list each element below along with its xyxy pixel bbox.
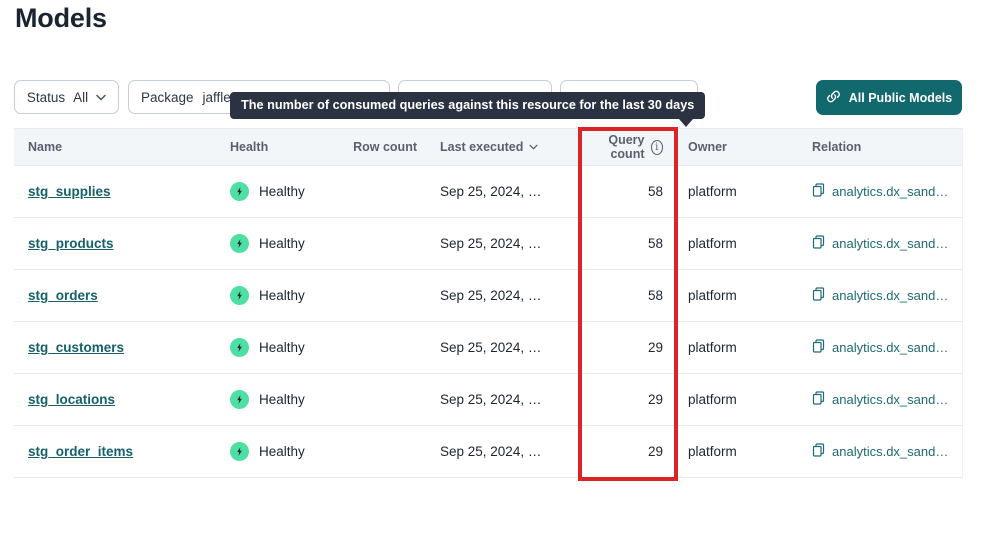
status-filter-label: Status [26,89,66,105]
last-executed-cell: Sep 25, 2024, … [440,392,542,407]
query-count-cell: 29 [647,444,663,459]
table-row: stg_locations Healthy Sep 25, 2024, … 29… [14,374,962,426]
health-label: Healthy [259,184,305,199]
link-icon [826,89,841,107]
model-name-link[interactable]: stg_order_items [28,444,134,459]
health-label: Healthy [259,288,305,303]
last-executed-cell: Sep 25, 2024, … [440,444,542,459]
table-row: stg_order_items Healthy Sep 25, 2024, … … [14,426,962,478]
health-label: Healthy [259,444,305,459]
header-row-count: Row count [353,140,417,154]
table-row: stg_customers Healthy Sep 25, 2024, … 29… [14,322,962,374]
healthy-status-icon [230,286,249,305]
owner-cell: platform [688,184,737,199]
owner-cell: platform [688,392,737,407]
last-executed-cell: Sep 25, 2024, … [440,184,542,199]
query-count-cell: 58 [647,236,663,251]
header-query-count: Query count i [578,133,678,161]
table-row: stg_supplies Healthy Sep 25, 2024, … 58 … [14,166,962,218]
models-table: Name Health Row count Last executed Quer… [14,128,963,478]
page-title: Models [15,3,107,33]
query-count-cell: 29 [647,392,663,407]
health-cell: Healthy [230,286,346,305]
document-copy-icon [812,235,825,252]
header-owner: Owner [688,140,727,154]
relation-link[interactable]: analytics.dx_sand… [812,235,962,252]
healthy-status-icon [230,182,249,201]
last-executed-cell: Sep 25, 2024, … [440,288,542,303]
owner-cell: platform [688,288,737,303]
document-copy-icon [812,339,825,356]
info-icon[interactable]: i [650,139,663,155]
health-cell: Healthy [230,234,346,253]
document-copy-icon [812,391,825,408]
health-cell: Healthy [230,182,346,201]
relation-link[interactable]: analytics.dx_sand… [812,183,962,200]
relation-label: analytics.dx_sand… [832,184,949,199]
query-count-cell: 58 [647,184,663,199]
status-filter[interactable]: Status All [14,80,119,114]
query-count-tooltip: The number of consumed queries against t… [230,92,706,127]
table-header-row: Name Health Row count Last executed Quer… [14,128,962,166]
query-count-cell: 29 [647,340,663,355]
status-filter-value: All [73,89,89,105]
health-label: Healthy [259,392,305,407]
chevron-down-icon [96,94,106,101]
health-label: Healthy [259,236,305,251]
query-count-cell: 58 [647,288,663,303]
owner-cell: platform [688,340,737,355]
relation-label: analytics.dx_sand… [832,236,949,251]
document-copy-icon [812,183,825,200]
relation-label: analytics.dx_sand… [832,444,949,459]
last-executed-cell: Sep 25, 2024, … [440,236,542,251]
package-filter-value: jaffle_ [202,89,239,105]
table-row: stg_orders Healthy Sep 25, 2024, … 58 pl… [14,270,962,322]
health-cell: Healthy [230,338,346,357]
last-executed-cell: Sep 25, 2024, … [440,340,542,355]
header-last-executed[interactable]: Last executed [417,140,578,154]
model-name-link[interactable]: stg_orders [28,288,98,303]
relation-link[interactable]: analytics.dx_sand… [812,443,962,460]
healthy-status-icon [230,442,249,461]
table-body: stg_supplies Healthy Sep 25, 2024, … 58 … [14,166,962,478]
relation-label: analytics.dx_sand… [832,288,949,303]
healthy-status-icon [230,390,249,409]
model-name-link[interactable]: stg_customers [28,340,125,355]
owner-cell: platform [688,444,737,459]
model-name-link[interactable]: stg_supplies [28,184,111,199]
model-name-link[interactable]: stg_products [28,236,114,251]
owner-cell: platform [688,236,737,251]
sort-chevron-icon [529,144,538,150]
health-cell: Healthy [230,390,346,409]
table-row: stg_products Healthy Sep 25, 2024, … 58 … [14,218,962,270]
header-health: Health [230,140,269,154]
tooltip-arrow [679,119,694,127]
relation-link[interactable]: analytics.dx_sand… [812,391,962,408]
health-cell: Healthy [230,442,346,461]
relation-link[interactable]: analytics.dx_sand… [812,287,962,304]
document-copy-icon [812,287,825,304]
tooltip-text: The number of consumed queries against t… [241,98,695,112]
relation-label: analytics.dx_sand… [832,340,949,355]
document-copy-icon [812,443,825,460]
relation-label: analytics.dx_sand… [832,392,949,407]
header-last-executed-label: Last executed [440,140,524,154]
model-name-link[interactable]: stg_locations [28,392,116,407]
healthy-status-icon [230,338,249,357]
health-label: Healthy [259,340,305,355]
package-filter-label: Package [141,89,194,105]
relation-link[interactable]: analytics.dx_sand… [812,339,962,356]
all-public-models-button[interactable]: All Public Models [816,80,962,115]
header-query-count-label: Query count [608,133,645,161]
header-relation: Relation [812,140,862,154]
header-name: Name [28,140,63,154]
healthy-status-icon [230,234,249,253]
all-public-models-label: All Public Models [848,90,953,105]
